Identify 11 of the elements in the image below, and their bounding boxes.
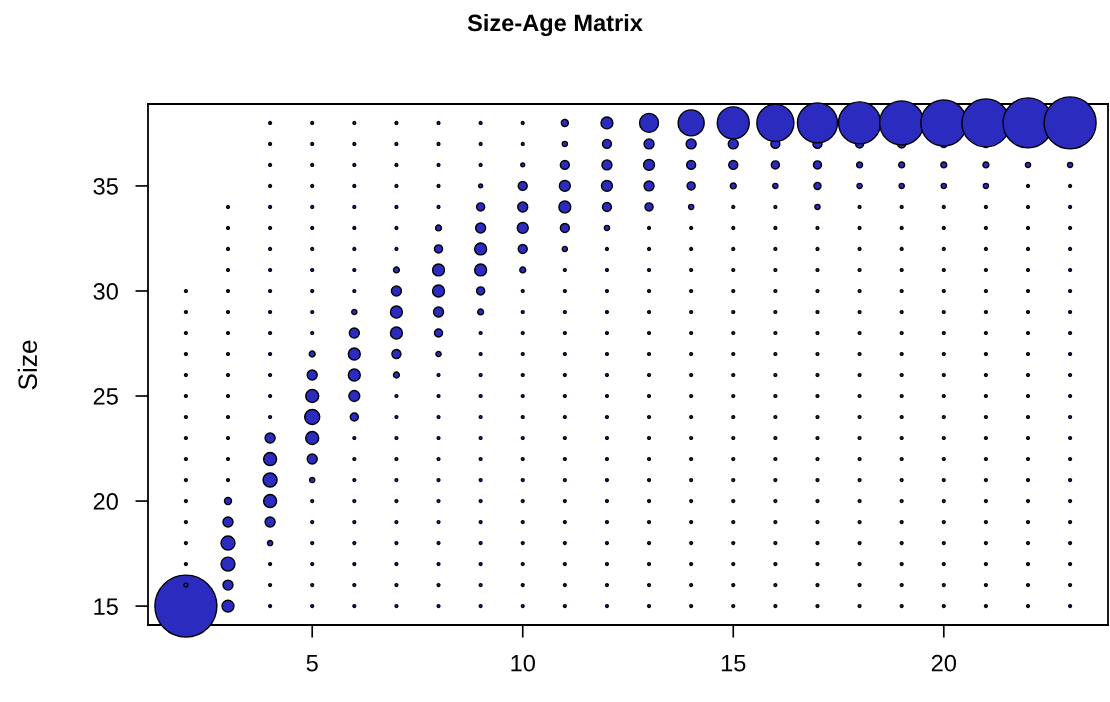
x-tick-label: 20 bbox=[931, 654, 956, 672]
y-tick-label: 35 bbox=[93, 178, 118, 195]
x-tick-label: 15 bbox=[721, 655, 746, 672]
y-axis-title: Size bbox=[17, 340, 38, 390]
y-tick-label: 20 bbox=[93, 493, 118, 510]
x-tick-label: 5 bbox=[306, 655, 318, 672]
x-tick-label: 10 bbox=[511, 654, 535, 672]
chart-title: Size-Age Matrix bbox=[467, 13, 643, 37]
y-tick-label: 15 bbox=[94, 598, 118, 615]
y-tick-label: 25 bbox=[93, 388, 118, 405]
y-tick-label: 30 bbox=[93, 283, 118, 300]
